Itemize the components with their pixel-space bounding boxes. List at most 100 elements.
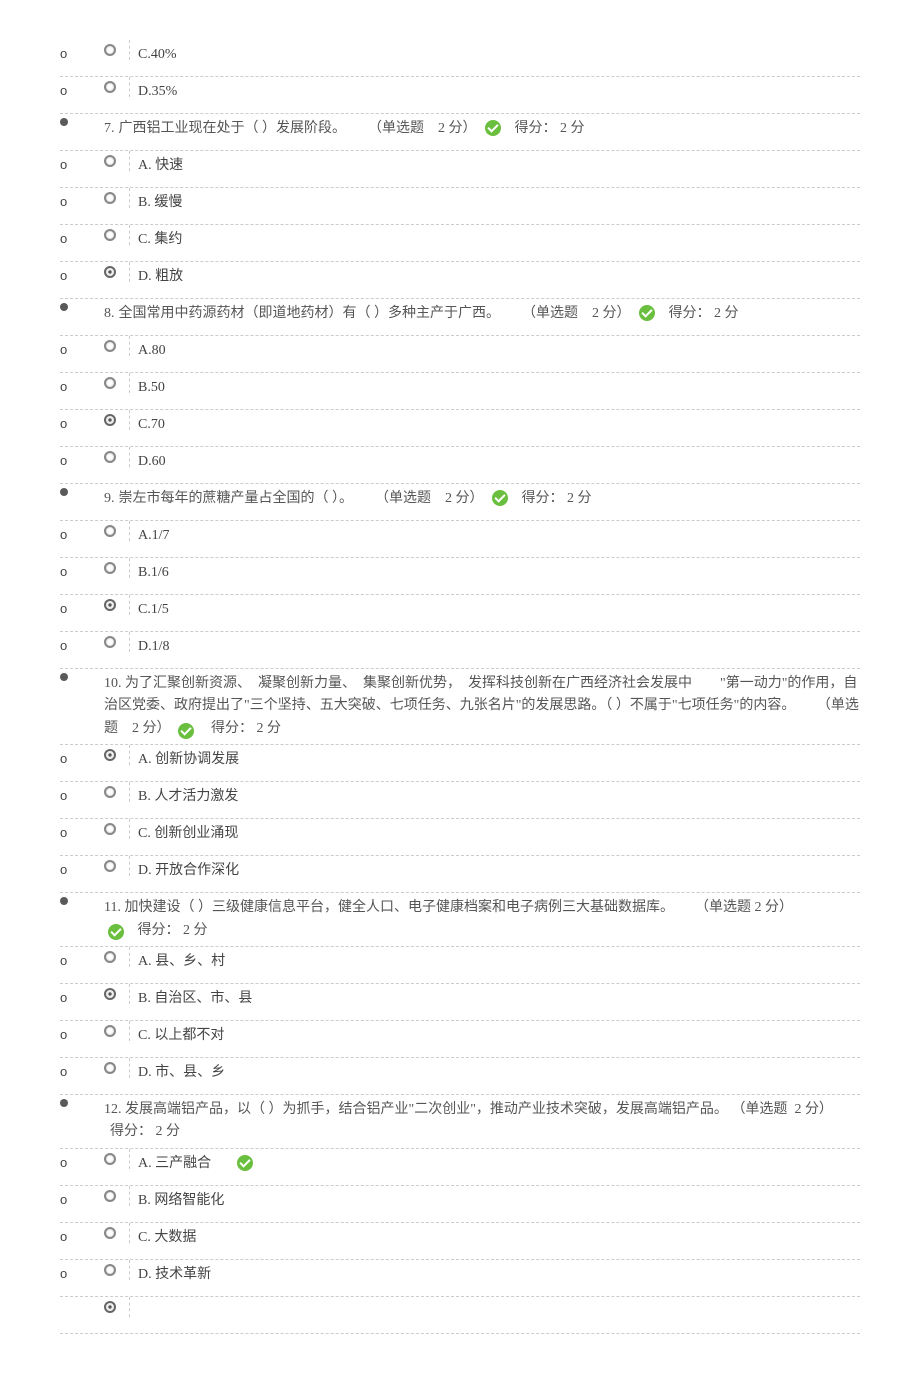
score-text: 得分： 2 分 (208, 721, 282, 736)
radio-unselected-icon[interactable] (96, 525, 130, 537)
radio-unselected-icon[interactable] (96, 951, 130, 963)
radio-unselected-icon[interactable] (96, 1264, 130, 1276)
bullet-hollow: o (60, 786, 96, 807)
option-label: B. 网络智能化 (138, 1190, 224, 1212)
check-icon (639, 305, 655, 321)
score-text: 得分： 2 分 (669, 303, 739, 325)
option-row: o A. 快速 (60, 151, 860, 188)
question-text: 崇左市每年的蔗糖产量占全国的（ ）。 (119, 488, 354, 510)
option-row: o B. 人才活力激发 (60, 782, 860, 819)
question-row: 11. 加快建设（ ）三级健康信息平台，健全人口、电子健康档案和电子病例三大基础… (60, 893, 860, 947)
check-icon (108, 924, 124, 940)
check-icon (237, 1155, 253, 1171)
option-label: D. 技术革新 (138, 1264, 211, 1286)
radio-unselected-icon[interactable] (96, 340, 130, 352)
option-label: C. 以上都不对 (138, 1025, 224, 1047)
option-label: C. 创新创业涌现 (138, 823, 238, 845)
radio-unselected-icon[interactable] (96, 823, 130, 835)
question-number: 12. (104, 1102, 122, 1117)
bullet-hollow: o (60, 525, 96, 546)
check-icon (492, 490, 508, 506)
question-row: 10. 为了汇聚创新资源、 凝聚创新力量、 集聚创新优势， 发挥科技创新在广西经… (60, 669, 860, 745)
radio-unselected-icon[interactable] (96, 44, 130, 56)
bullet-hollow: o (60, 1264, 96, 1285)
radio-unselected-icon[interactable] (96, 1153, 130, 1165)
bullet-hollow: o (60, 155, 96, 176)
quiz-list: o C.40% o D.35% 7. 广西铝工业现在处于（ ）发展阶段。 （单选… (60, 40, 860, 1334)
option-row: o B.1/6 (60, 558, 860, 595)
radio-unselected-icon[interactable] (96, 377, 130, 389)
radio-unselected-icon[interactable] (96, 860, 130, 872)
option-label: A. 三产融合 (138, 1153, 211, 1175)
option-label: C.40% (138, 44, 177, 66)
question-number: 8. (104, 303, 115, 325)
option-row: o B.50 (60, 373, 860, 410)
option-row: o C.70 (60, 410, 860, 447)
option-label: A. 快速 (138, 155, 183, 177)
question-text: 为了汇聚创新资源、 凝聚创新力量、 集聚创新优势， 发挥科技创新在广西经济社会发… (104, 676, 857, 713)
radio-unselected-icon[interactable] (96, 1062, 130, 1074)
radio-unselected-icon[interactable] (96, 81, 130, 93)
radio-unselected-icon[interactable] (96, 786, 130, 798)
radio-unselected-icon[interactable] (96, 1190, 130, 1202)
question-tag: （单选题 2 分） (522, 303, 631, 325)
option-row: o A. 县、乡、村 (60, 947, 860, 984)
radio-unselected-icon[interactable] (96, 192, 130, 204)
option-label: D. 开放合作深化 (138, 860, 239, 882)
option-row: o C. 创新创业涌现 (60, 819, 860, 856)
bullet-hollow: o (60, 599, 96, 620)
option-row: o D. 市、县、乡 (60, 1058, 860, 1095)
radio-unselected-icon[interactable] (96, 1025, 130, 1037)
option-row: o C.1/5 (60, 595, 860, 632)
bullet-hollow: o (60, 81, 96, 102)
radio-selected-icon[interactable] (96, 266, 130, 278)
option-label: C.70 (138, 414, 165, 436)
question-row: 12. 发展高端铝产品，以（ ）为抓手，结合铝产业"二次创业"，推动产业技术突破… (60, 1095, 860, 1149)
bullet-filled (60, 673, 96, 681)
bullet-hollow: o (60, 562, 96, 583)
radio-unselected-icon[interactable] (96, 229, 130, 241)
question-number: 9. (104, 488, 115, 510)
option-label: C. 大数据 (138, 1227, 196, 1249)
option-label: A. 创新协调发展 (138, 749, 239, 771)
radio-unselected-icon[interactable] (96, 562, 130, 574)
question-tag: （单选题 2 分） (731, 1102, 836, 1117)
bullet-hollow: o (60, 229, 96, 250)
question-text: 加快建设（ ）三级健康信息平台，健全人口、电子健康档案和电子病例三大基础数据库。 (124, 900, 674, 915)
radio-selected-icon[interactable] (96, 599, 130, 611)
bullet-hollow: o (60, 749, 96, 770)
question-text: 广西铝工业现在处于（ ）发展阶段。 (119, 118, 347, 140)
option-label: A. 县、乡、村 (138, 951, 225, 973)
option-row: o B. 缓慢 (60, 188, 860, 225)
bullet-filled (60, 1099, 96, 1107)
option-label: D. 市、县、乡 (138, 1062, 225, 1084)
score-text: 得分： 2 分 (110, 1124, 180, 1139)
option-row: o D.60 (60, 447, 860, 484)
radio-unselected-icon[interactable] (96, 155, 130, 167)
option-label: A.80 (138, 340, 166, 362)
option-row: o B. 自治区、市、县 (60, 984, 860, 1021)
radio-selected-icon[interactable] (96, 988, 130, 1000)
bullet-hollow: o (60, 1025, 96, 1046)
question-row: 7. 广西铝工业现在处于（ ）发展阶段。 （单选题 2 分） 得分： 2 分 (60, 114, 860, 151)
check-icon (485, 120, 501, 136)
question-row: 9. 崇左市每年的蔗糖产量占全国的（ ）。 （单选题 2 分） 得分： 2 分 (60, 484, 860, 521)
question-tag: （单选题 2 分） (695, 900, 793, 915)
option-label: B.50 (138, 377, 165, 399)
option-row: o D.1/8 (60, 632, 860, 669)
bullet-hollow: o (60, 44, 96, 65)
bullet-hollow: o (60, 636, 96, 657)
radio-unselected-icon[interactable] (96, 636, 130, 648)
radio-unselected-icon[interactable] (96, 1227, 130, 1239)
option-row: o C. 集约 (60, 225, 860, 262)
radio-unselected-icon[interactable] (96, 451, 130, 463)
option-row: o A.80 (60, 336, 860, 373)
option-label: D.35% (138, 81, 177, 103)
question-row: 8. 全国常用中药源药材（即道地药材）有（ ）多种主产于广西。 （单选题 2 分… (60, 299, 860, 336)
option-label: B. 缓慢 (138, 192, 182, 214)
option-row: o A.1/7 (60, 521, 860, 558)
bullet-hollow: o (60, 340, 96, 361)
radio-selected-icon[interactable] (96, 749, 130, 761)
radio-selected-icon[interactable] (96, 414, 130, 426)
bullet-filled (60, 118, 96, 126)
